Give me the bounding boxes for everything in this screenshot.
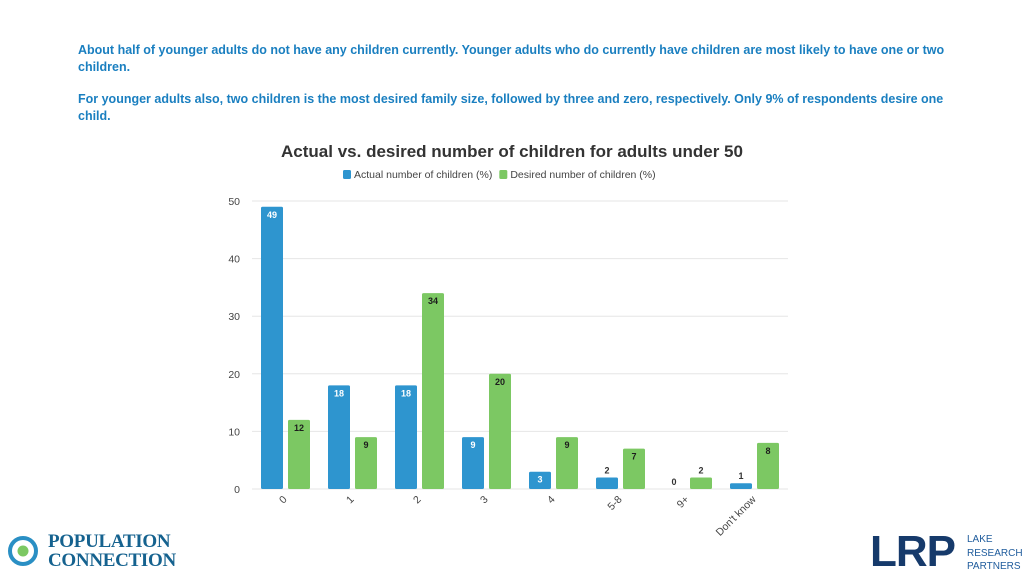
desired-bar xyxy=(757,442,779,489)
actual-bar xyxy=(261,206,283,489)
population-connection-logo: POPULATION CONNECTION xyxy=(6,532,196,572)
actual-bar xyxy=(462,437,484,489)
x-tick-label: 2 xyxy=(411,494,424,507)
data-label: 18 xyxy=(401,388,411,398)
y-tick-label: 50 xyxy=(228,196,240,208)
lrp-logo: LRP LAKE RESEARCH PARTNERS xyxy=(870,530,1024,574)
data-label: 9 xyxy=(363,440,368,450)
data-label: 1 xyxy=(738,471,743,481)
lrp-subtext-line: LAKE xyxy=(967,534,993,545)
lrp-subtext: LAKE RESEARCH PARTNERS xyxy=(967,533,1023,574)
x-tick-label: 1 xyxy=(344,494,357,507)
x-tick-label: 3 xyxy=(478,494,491,507)
desired-bar xyxy=(288,419,310,489)
y-tick-label: 30 xyxy=(228,311,240,323)
data-label: 12 xyxy=(294,423,304,433)
data-label: 18 xyxy=(334,388,344,398)
data-label: 2 xyxy=(604,465,609,475)
lrp-mark: LRP xyxy=(870,527,956,576)
data-label: 2 xyxy=(698,465,703,475)
y-tick-label: 0 xyxy=(234,484,240,496)
data-label: 0 xyxy=(671,477,676,487)
data-label: 20 xyxy=(495,377,505,387)
x-tick-label: 5-8 xyxy=(605,494,624,513)
actual-bar xyxy=(596,477,618,489)
population-connection-wordmark: POPULATION CONNECTION xyxy=(48,531,176,571)
x-tick-label: 4 xyxy=(545,494,558,507)
data-label: 8 xyxy=(765,446,770,456)
x-tick-label: 9+ xyxy=(675,494,692,511)
chart-title: Actual vs. desired number of children fo… xyxy=(281,142,743,161)
actual-bar xyxy=(395,385,417,489)
desired-bar xyxy=(623,448,645,489)
x-tick-label: Don't know xyxy=(714,493,759,538)
intro-paragraph-1: About half of younger adults do not have… xyxy=(78,43,945,74)
lrp-subtext-line: PARTNERS xyxy=(967,561,1021,572)
x-tick-label: 0 xyxy=(277,494,290,507)
legend-swatch xyxy=(499,170,508,179)
desired-bar xyxy=(355,437,377,489)
legend-label: Desired number of children (%) xyxy=(510,169,655,181)
intro-paragraph-2: For younger adults also, two children is… xyxy=(78,92,944,123)
y-tick-label: 20 xyxy=(228,369,240,381)
desired-bar xyxy=(690,477,712,489)
desired-bar xyxy=(556,437,578,489)
data-label: 49 xyxy=(267,210,277,220)
actual-bar xyxy=(529,471,551,489)
desired-bar xyxy=(489,373,511,489)
y-tick-label: 10 xyxy=(228,426,240,438)
data-label: 7 xyxy=(631,452,636,462)
actual-bar xyxy=(730,483,752,489)
data-label: 34 xyxy=(428,296,438,306)
data-label: 3 xyxy=(537,475,542,485)
desired-bar xyxy=(422,293,444,489)
actual-bar xyxy=(328,385,350,489)
legend-swatch xyxy=(343,170,351,179)
legend-label: Actual number of children (%) xyxy=(354,169,492,181)
lrp-subtext-line: RESEARCH xyxy=(967,547,1023,559)
population-connection-icon xyxy=(8,536,38,566)
data-label: 9 xyxy=(470,440,475,450)
data-label: 9 xyxy=(564,440,569,450)
y-tick-label: 40 xyxy=(228,254,240,266)
